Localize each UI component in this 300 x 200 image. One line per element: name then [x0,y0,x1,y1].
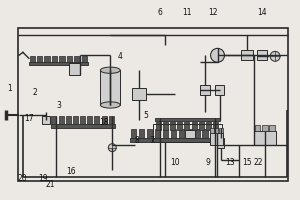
Text: 17: 17 [25,114,34,123]
Bar [29,62,88,65]
Text: 11: 11 [182,8,192,17]
Bar [18,28,288,181]
Bar [163,129,168,138]
Text: 18: 18 [99,118,109,127]
Text: 15: 15 [242,158,252,167]
Bar [69,63,80,75]
Bar [187,129,192,138]
Bar [155,118,220,121]
Bar [153,124,223,142]
Text: 19: 19 [38,174,48,183]
Bar [178,129,184,138]
Bar [213,122,218,130]
Bar [170,122,175,130]
Bar [155,129,160,138]
Circle shape [270,51,280,61]
Text: 10: 10 [170,158,180,167]
Bar [217,138,224,148]
Bar [194,129,200,138]
Bar [214,128,218,133]
Bar [51,124,115,128]
Text: 14: 14 [257,8,266,17]
Text: 12: 12 [208,8,217,17]
Bar [42,116,50,124]
Bar [269,125,275,131]
Bar [100,70,120,105]
Bar [184,122,189,130]
Ellipse shape [100,102,120,108]
Text: 13: 13 [226,158,235,167]
Bar [80,116,85,124]
Bar [219,128,223,133]
Bar [177,122,182,130]
Bar [139,129,144,138]
Bar [109,116,114,124]
Ellipse shape [100,67,120,73]
Bar [94,116,100,124]
Bar [202,129,208,138]
Bar [191,122,196,130]
Text: 6: 6 [158,8,163,17]
Bar [242,50,253,60]
Text: 20: 20 [17,174,27,183]
Bar [73,116,78,124]
Bar [131,129,137,138]
Text: 8: 8 [134,136,139,145]
Bar [82,56,87,62]
Text: 7: 7 [149,136,154,145]
Bar [163,122,168,130]
Bar [74,56,80,62]
Bar [66,116,71,124]
Bar [67,56,72,62]
Bar [185,130,195,138]
Bar [257,50,267,60]
Circle shape [108,144,116,152]
Bar [262,125,268,131]
Bar [37,56,42,62]
Bar [59,56,64,62]
Bar [214,85,224,95]
Circle shape [211,48,224,62]
Bar [210,129,216,138]
Bar [254,131,276,145]
Text: 3: 3 [57,101,62,110]
Text: 9: 9 [206,158,211,167]
Text: 22: 22 [254,158,263,167]
Text: 21: 21 [45,180,55,189]
Bar [206,122,211,130]
Bar [210,133,224,145]
Bar [87,116,92,124]
Bar [51,116,56,124]
Bar [30,56,35,62]
Bar [130,138,218,142]
Bar [171,129,176,138]
Text: 1: 1 [7,84,11,93]
Text: 16: 16 [66,167,76,176]
Bar [132,88,146,100]
Bar [255,125,260,131]
Bar [210,128,214,133]
Bar [52,56,57,62]
Bar [200,85,210,95]
Bar [147,129,152,138]
Bar [102,116,106,124]
Bar [156,122,161,130]
Bar [199,122,204,130]
Text: 2: 2 [33,88,38,97]
Text: 4: 4 [118,52,123,61]
Bar [44,56,50,62]
Text: 5: 5 [143,111,148,120]
Bar [58,116,64,124]
